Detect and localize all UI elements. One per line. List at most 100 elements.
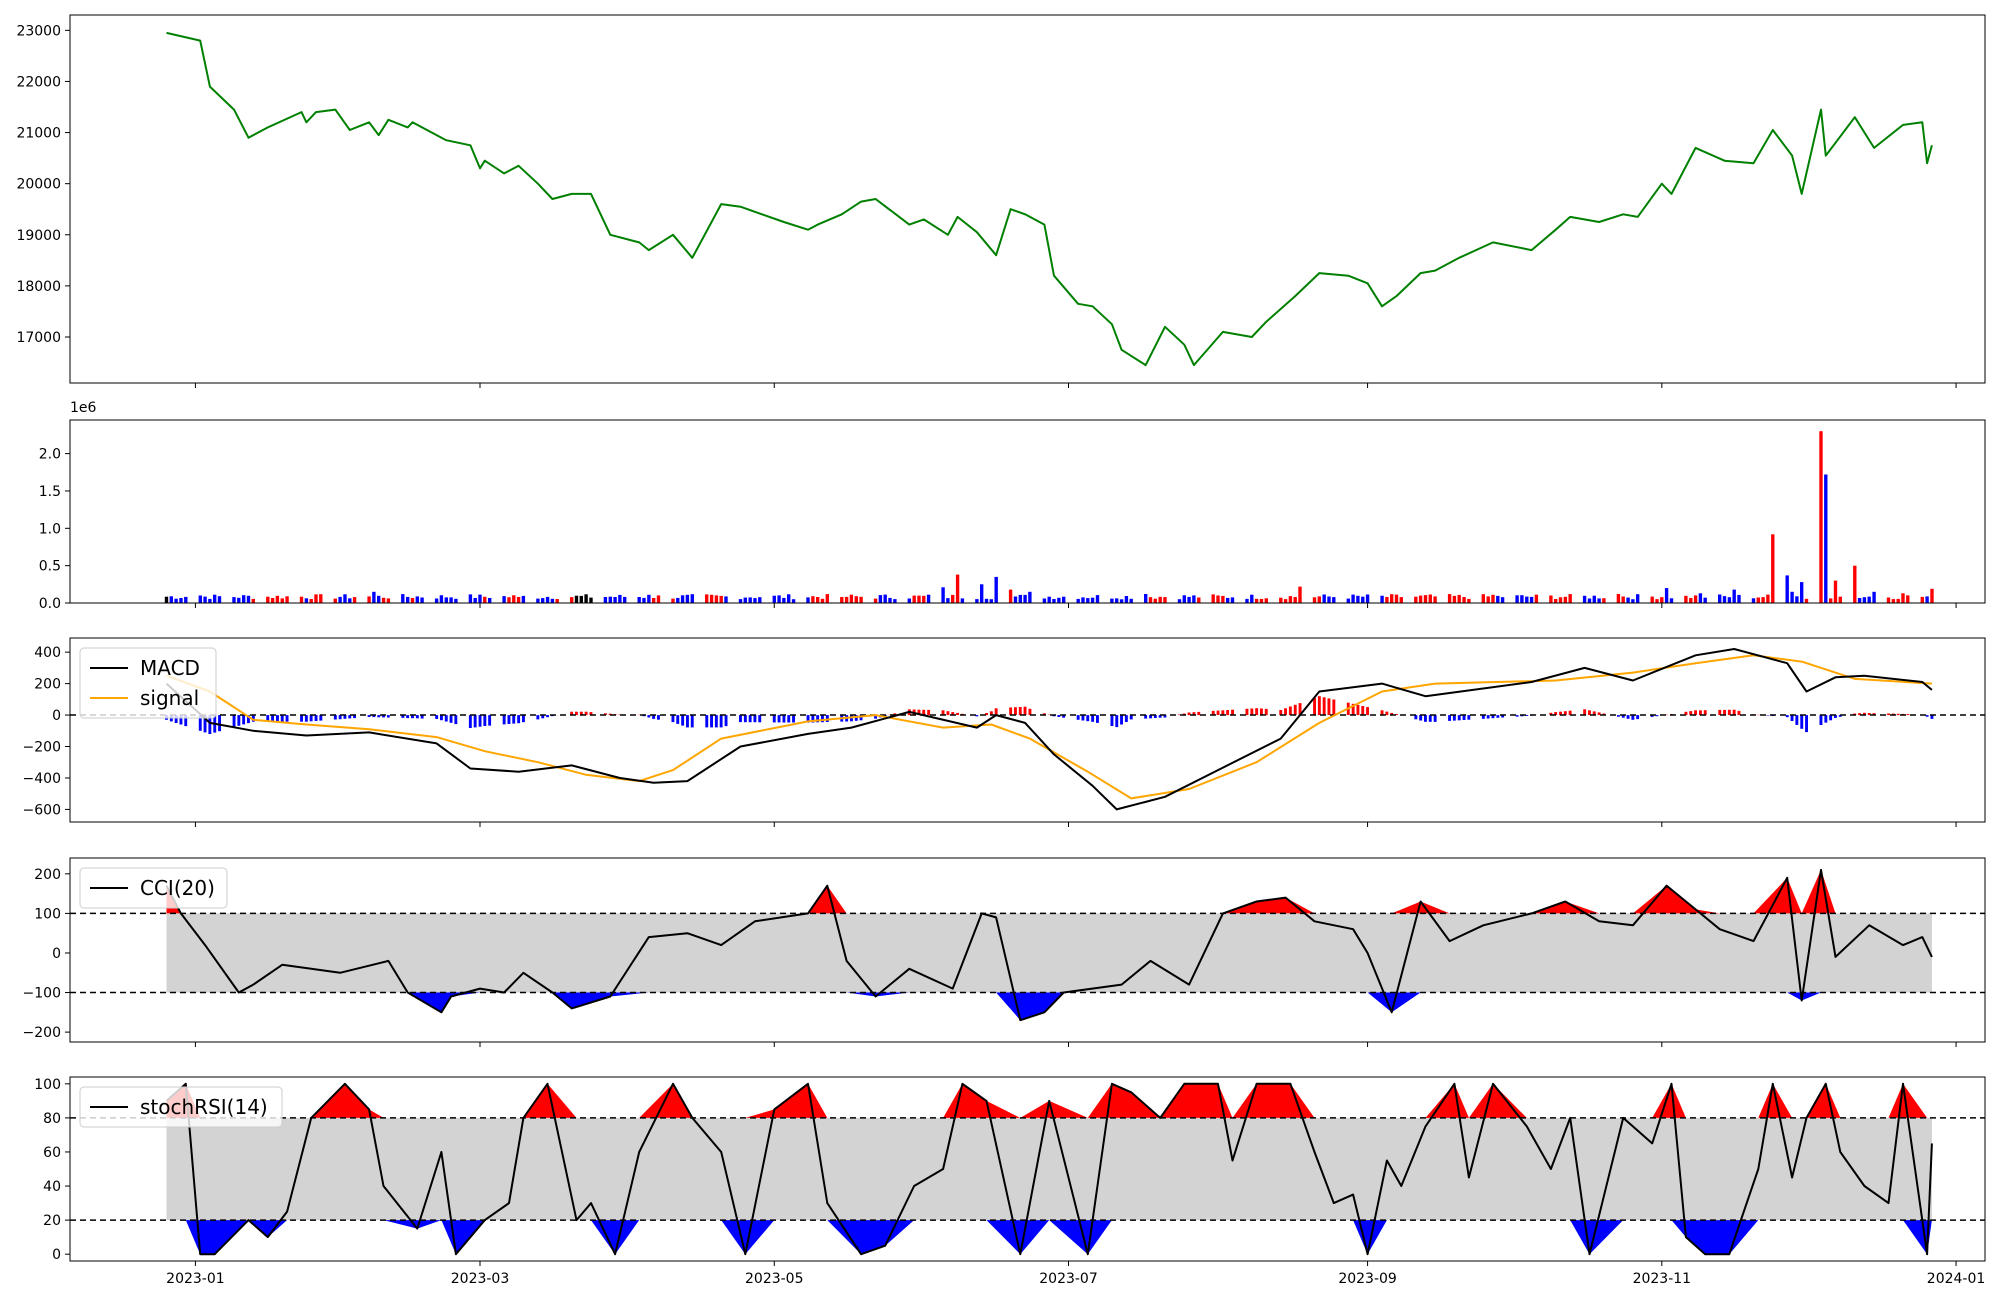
volume-bar: [782, 598, 785, 603]
volume-bar: [888, 598, 891, 603]
cci-ytick-label: 100: [34, 906, 61, 922]
macd-histogram-bar: [1434, 715, 1437, 722]
macd-histogram-bar: [1820, 715, 1823, 725]
volume-bar: [1718, 595, 1721, 604]
macd-histogram-bar: [1453, 715, 1456, 721]
volume-bar: [724, 596, 727, 603]
volume-bar: [1347, 599, 1350, 603]
volume-bar: [850, 595, 853, 603]
volume-bar: [908, 599, 911, 604]
volume-bar: [218, 596, 221, 603]
volume-bar: [449, 597, 452, 603]
volume-bar: [1689, 598, 1692, 603]
macd-histogram-bar: [503, 715, 506, 724]
volume-bar: [522, 596, 525, 603]
macd-histogram-bar: [1458, 715, 1461, 720]
volume-bar: [556, 599, 559, 603]
volume-bar: [1380, 596, 1383, 603]
macd-histogram-bar: [1366, 707, 1369, 715]
macd-histogram-bar: [1467, 715, 1470, 720]
macd-histogram-bar: [1328, 698, 1331, 715]
macd-histogram-bar: [1029, 709, 1032, 715]
macd-histogram-bar: [508, 715, 511, 724]
volume-bar: [1197, 598, 1200, 604]
volume-bar: [1906, 595, 1909, 603]
macd-histogram-bar: [657, 715, 660, 720]
macd-histogram-bar: [995, 708, 998, 715]
volume-bar: [951, 595, 954, 603]
volume-bar: [1482, 594, 1485, 603]
volume-bar: [642, 598, 645, 603]
volume-bar: [517, 597, 520, 603]
volume-bar: [420, 598, 423, 604]
volume-bar: [319, 594, 322, 603]
volume-bar: [213, 595, 216, 603]
volume-bar: [859, 597, 862, 603]
volume-bar: [1265, 598, 1268, 603]
volume-bar: [343, 594, 346, 603]
macd-histogram-bar: [1313, 698, 1316, 715]
volume-bar: [1597, 598, 1600, 603]
volume-bar: [806, 597, 809, 603]
macd-histogram-bar: [1111, 715, 1114, 726]
macd-histogram-bar: [479, 715, 482, 727]
volume-bar: [826, 594, 829, 603]
volume-bar: [1897, 599, 1900, 603]
volume-bar: [623, 597, 626, 603]
volume-bar: [1790, 592, 1793, 603]
volume-bar: [874, 599, 877, 603]
volume-bar: [1631, 599, 1634, 603]
volume-bar: [1159, 597, 1162, 603]
volume-bar: [1019, 595, 1022, 603]
price-ytick-label: 20000: [16, 177, 61, 193]
volume-bar: [710, 595, 713, 603]
volume-bar: [1419, 596, 1422, 603]
macd-histogram-bar: [676, 715, 679, 724]
volume-bar: [691, 594, 694, 603]
volume-bar: [1636, 594, 1639, 603]
macd-histogram-bar: [1786, 715, 1789, 717]
volume-bar: [570, 597, 573, 603]
volume-bar: [1187, 597, 1190, 603]
macd-ytick-label: −600: [23, 802, 61, 818]
volume-bar: [980, 584, 983, 603]
volume-bar: [1395, 595, 1398, 603]
macd-histogram-bar: [1077, 715, 1080, 720]
volume-bar: [199, 596, 202, 604]
volume-bar: [1564, 597, 1567, 603]
volume-bar: [1593, 596, 1596, 603]
volume-bar: [946, 598, 949, 603]
macd-histogram-bar: [1024, 707, 1027, 715]
volume-bar: [879, 595, 882, 603]
macd-histogram-bar: [1718, 710, 1721, 715]
volume-bar: [1250, 595, 1253, 603]
volume-bar: [1795, 596, 1798, 603]
volume-bar: [739, 599, 742, 603]
volume-bar: [1086, 598, 1089, 603]
volume-bar: [840, 597, 843, 603]
volume-bar: [1858, 598, 1861, 603]
volume-bar: [1279, 598, 1282, 603]
stochrsi-oversold-fill: [166, 1220, 1931, 1254]
volume-bar: [1723, 596, 1726, 603]
macd-histogram-bar: [310, 715, 313, 721]
macd-histogram-bar: [672, 715, 675, 722]
volume-bar: [1670, 598, 1673, 603]
volume-bar: [1178, 599, 1181, 603]
macd-histogram-bar: [233, 715, 236, 727]
macd-histogram-bar: [406, 715, 409, 718]
volume-bar: [440, 595, 443, 603]
macd-histogram-bar: [522, 715, 525, 722]
macd-histogram-bar: [1516, 715, 1519, 717]
volume-ytick-label: 1.0: [39, 521, 61, 537]
volume-bar: [787, 594, 790, 603]
volume-bar: [1515, 595, 1518, 603]
macd-histogram-bar: [1906, 714, 1909, 715]
xtick-label: 2023-01: [166, 1271, 225, 1287]
volume-bar: [821, 599, 824, 603]
volume-bar: [1149, 597, 1152, 603]
macd-histogram-bar: [715, 715, 718, 727]
volume-bar: [1081, 597, 1084, 603]
cci-ytick-label: 0: [52, 946, 61, 962]
macd-histogram-bar: [947, 711, 950, 715]
